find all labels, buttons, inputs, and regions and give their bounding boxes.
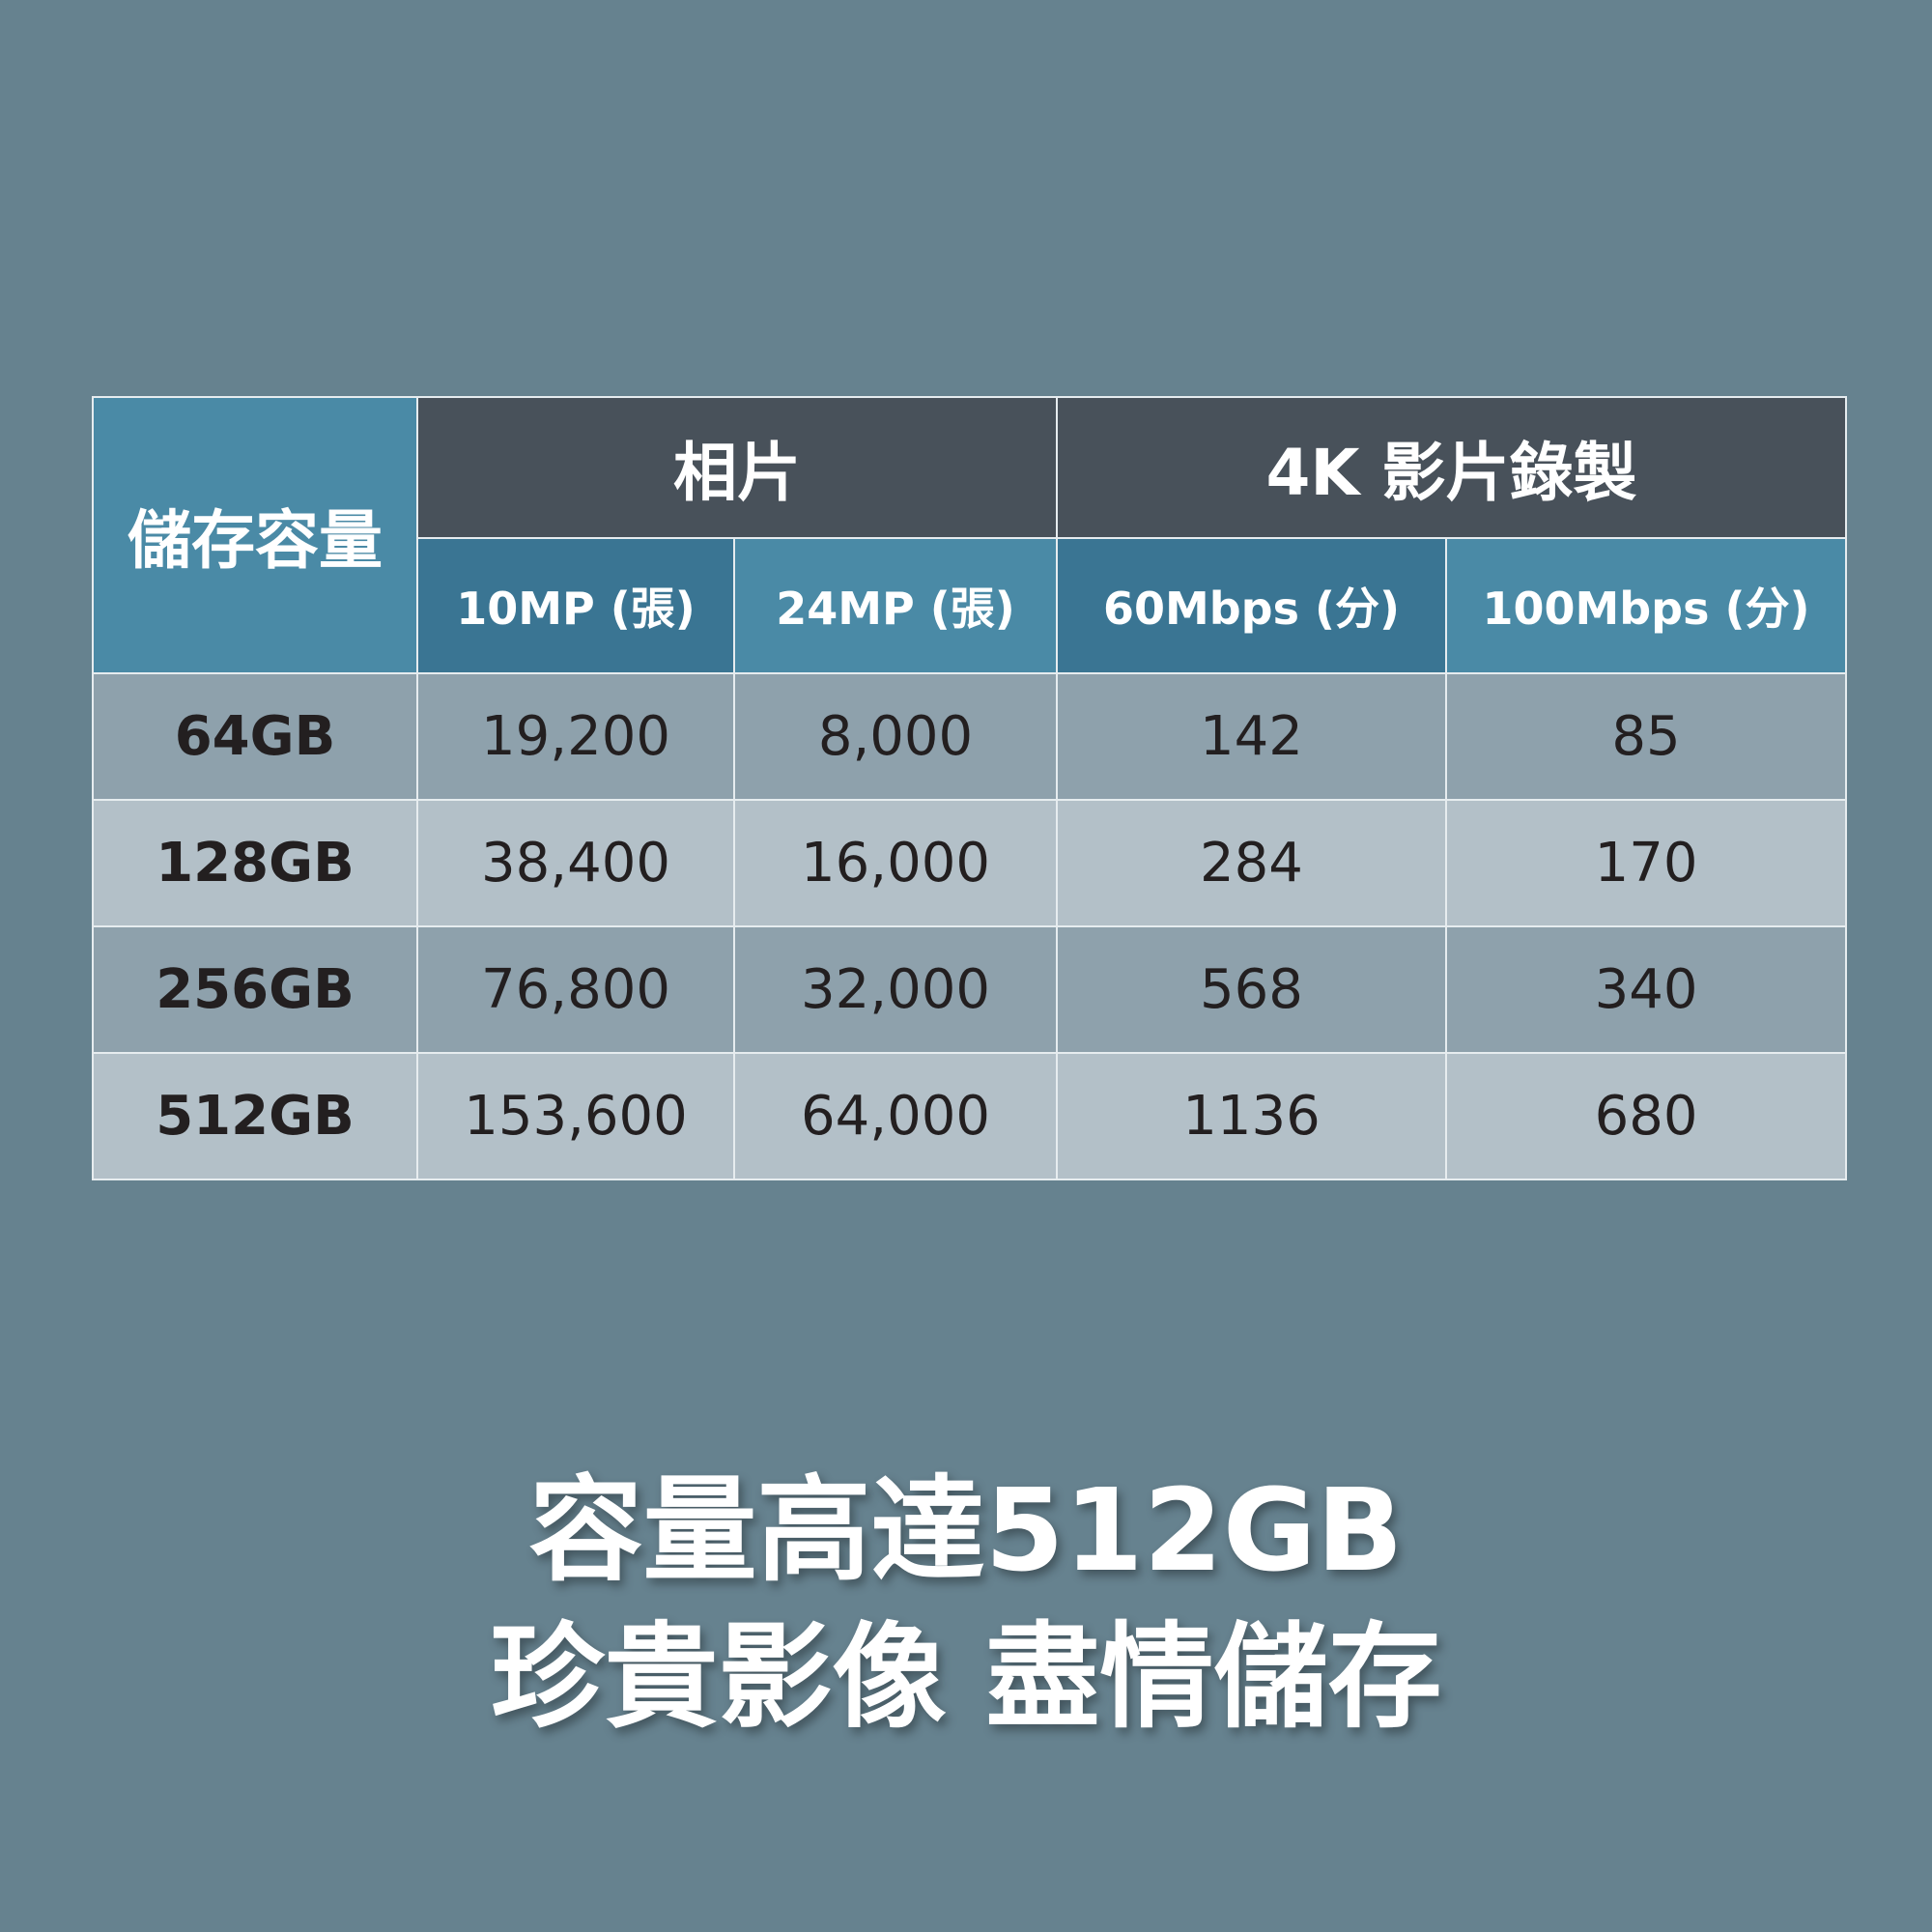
table-row: 512GB 153,600 64,000 1136 680	[92, 1052, 1848, 1180]
header-60mbps: 60Mbps (分)	[1056, 537, 1447, 674]
cell-24mp: 32,000	[733, 925, 1058, 1054]
table-row: 256GB 76,800 32,000 568 340	[92, 925, 1848, 1054]
capacity-cell: 256GB	[92, 925, 418, 1054]
header-24mp: 24MP (張)	[733, 537, 1058, 674]
cell-24mp: 64,000	[733, 1052, 1058, 1180]
table-row: 64GB 19,200 8,000 142 85	[92, 672, 1848, 801]
header-100mbps: 100Mbps (分)	[1444, 537, 1848, 674]
cell-60mbps: 568	[1056, 925, 1447, 1054]
capacity-table: 儲存容量 相片 4K 影片錄製 10MP (張) 24MP (張) 60Mbps…	[92, 396, 1848, 1180]
capacity-cell: 64GB	[92, 672, 418, 801]
header-photos: 相片	[416, 396, 1058, 539]
cell-10mp: 38,400	[416, 799, 735, 927]
cell-10mp: 19,200	[416, 672, 735, 801]
cell-60mbps: 284	[1056, 799, 1447, 927]
cell-10mp: 76,800	[416, 925, 735, 1054]
cell-60mbps: 142	[1056, 672, 1447, 801]
cell-100mbps: 680	[1444, 1052, 1848, 1180]
cell-100mbps: 170	[1444, 799, 1848, 927]
cell-10mp: 153,600	[416, 1052, 735, 1180]
cell-24mp: 8,000	[733, 672, 1058, 801]
header-10mp: 10MP (張)	[416, 537, 735, 674]
slogan-line-1: 容量高達512GB	[528, 1463, 1404, 1597]
header-storage-capacity: 儲存容量	[92, 396, 418, 674]
cell-100mbps: 85	[1444, 672, 1848, 801]
table-row: 128GB 38,400 16,000 284 170	[92, 799, 1848, 927]
capacity-cell: 512GB	[92, 1052, 418, 1180]
cell-60mbps: 1136	[1056, 1052, 1447, 1180]
cell-100mbps: 340	[1444, 925, 1848, 1054]
header-4k-video: 4K 影片錄製	[1055, 396, 1848, 539]
cell-24mp: 16,000	[733, 799, 1058, 927]
slogan-line-2: 珍貴影像 盡情儲存	[490, 1610, 1442, 1744]
capacity-cell: 128GB	[92, 799, 418, 927]
